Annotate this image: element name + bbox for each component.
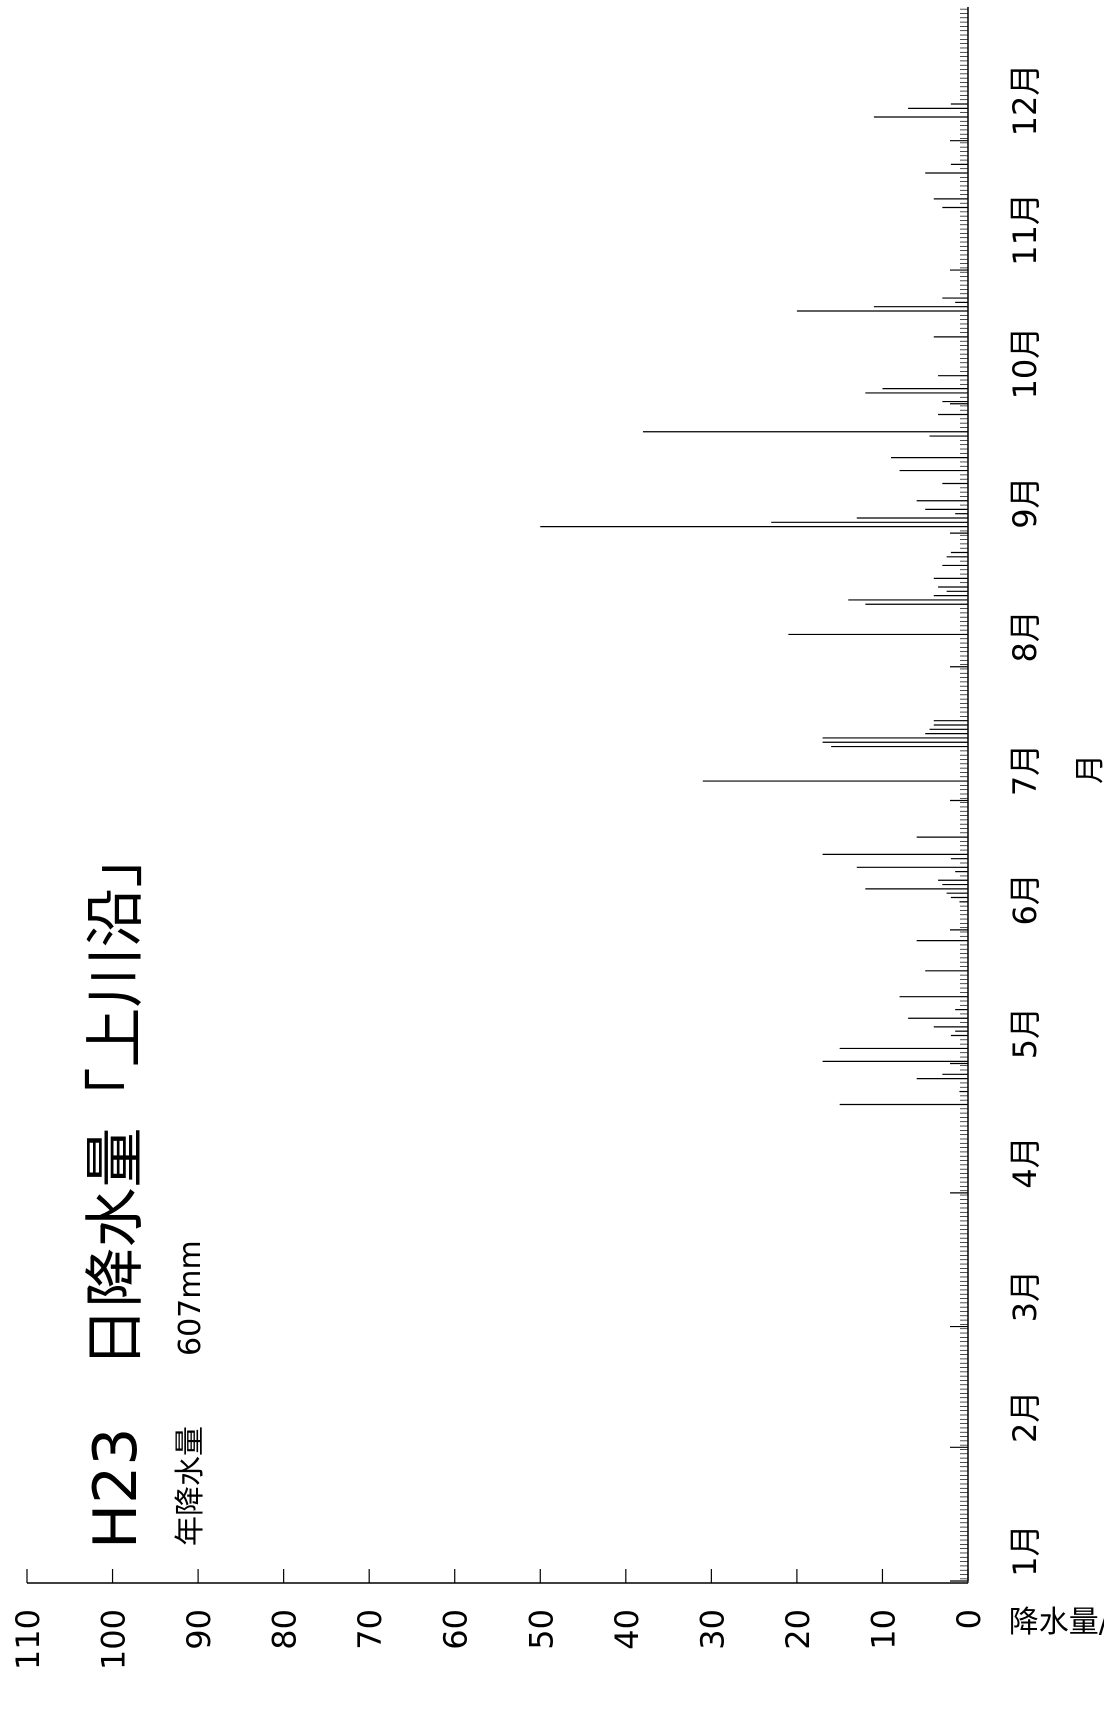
chart-rotated-group: 0 10 20 30 40 50 60 70 80 90 100 110 1月 2月 3月 4月 5月 6月 7月 8… [9,7,1104,1670]
y-tick-label: 40 [608,1609,646,1650]
month-label: 9月 [1006,476,1044,528]
month-label: 11月 [1006,193,1044,266]
x-axis-label: 月 [1073,754,1104,784]
month-label: 5月 [1006,1007,1044,1059]
axis-labels: 0 10 20 30 40 50 60 70 80 90 100 110 1月 2月 3月 4月 5月 6月 7月 8… [9,64,1044,1670]
axes [26,7,969,1584]
month-label: 1月 [1006,1524,1044,1576]
y-tick-label: 70 [351,1609,389,1650]
y-tick-label: 50 [522,1609,560,1650]
month-label: 2月 [1006,1391,1044,1443]
month-label: 10月 [1006,327,1044,400]
month-label: 3月 [1006,1270,1044,1322]
month-label: 4月 [1006,1136,1044,1188]
y-tick-label: 90 [180,1609,218,1650]
y-tick-label: 100 [95,1609,133,1670]
month-label: 7月 [1006,744,1044,796]
y-tick-label: 60 [437,1609,475,1650]
y-axis-label: 降水量/mm [1009,1605,1104,1640]
y-tick-label: 10 [864,1609,902,1650]
y-tick-label: 20 [779,1609,817,1650]
chart-title: H23 日降水量「上川沿」 [81,828,151,1549]
month-label: 8月 [1006,610,1044,662]
bar-series [540,103,968,1106]
month-label: 6月 [1006,873,1044,925]
month-label: 12月 [1006,64,1044,137]
y-tick-label: 110 [9,1609,47,1670]
annual-total-label: 年降水量 [173,1426,208,1546]
y-tick-label: 30 [693,1609,731,1650]
annual-total-value: 607mm [173,1240,208,1356]
y-tick-label: 80 [266,1609,304,1650]
y-tick-label: 0 [950,1609,988,1629]
